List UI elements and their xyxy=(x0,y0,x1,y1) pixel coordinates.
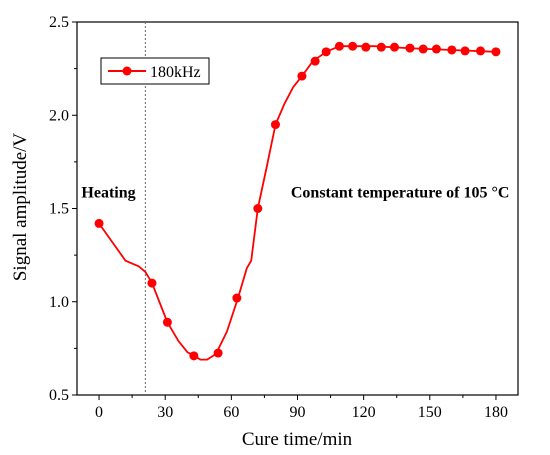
data-point xyxy=(476,46,486,56)
data-point xyxy=(491,47,501,57)
x-tick-label: 60 xyxy=(223,404,239,421)
data-point xyxy=(460,46,470,56)
data-point xyxy=(147,278,157,288)
y-tick-label: 0.5 xyxy=(49,387,69,404)
data-point xyxy=(405,43,415,53)
y-axis-title: Signal amplitude/V xyxy=(10,133,31,282)
x-tick-label: 180 xyxy=(484,404,508,421)
data-point xyxy=(361,42,371,52)
legend-marker-swatch xyxy=(122,66,132,76)
data-point xyxy=(232,293,242,303)
annotation-constant-temperature: Constant temperature of 105 °C xyxy=(291,184,510,201)
y-tick-label: 1.5 xyxy=(49,201,69,218)
legend: 180kHz xyxy=(100,57,210,85)
y-tick-label: 2.0 xyxy=(49,107,69,124)
data-point xyxy=(270,120,280,130)
x-tick-label: 150 xyxy=(418,404,442,421)
annotations: Heating Constant temperature of 105 °C xyxy=(81,184,509,201)
data-point xyxy=(334,41,344,51)
y-tick-label: 2.5 xyxy=(49,14,69,31)
data-point xyxy=(310,56,320,66)
series-line-180khz xyxy=(98,45,496,361)
ticks: 0 30 60 90 120 150 180 0.5 1.0 1.5 2.0 2.5 xyxy=(49,14,508,421)
data-point xyxy=(390,42,400,52)
x-tick-label: 90 xyxy=(290,404,306,421)
data-point xyxy=(376,42,386,52)
data-point xyxy=(189,351,199,361)
data-point xyxy=(321,47,331,57)
data-point xyxy=(348,41,358,51)
legend-label: 180kHz xyxy=(150,64,201,81)
x-tick-label: 120 xyxy=(352,404,376,421)
x-tick-label: 0 xyxy=(95,404,103,421)
annotation-heating: Heating xyxy=(81,184,135,201)
x-axis-title: Cure time/min xyxy=(242,429,353,450)
data-point xyxy=(253,204,263,213)
series xyxy=(94,41,501,361)
data-point xyxy=(431,44,441,54)
data-point xyxy=(162,317,172,327)
x-tick-label: 30 xyxy=(157,404,173,421)
data-point xyxy=(447,45,457,55)
y-tick-label: 1.0 xyxy=(49,294,69,311)
data-point xyxy=(297,71,307,81)
data-point xyxy=(418,44,428,54)
data-point xyxy=(94,218,104,228)
data-point xyxy=(213,348,223,358)
